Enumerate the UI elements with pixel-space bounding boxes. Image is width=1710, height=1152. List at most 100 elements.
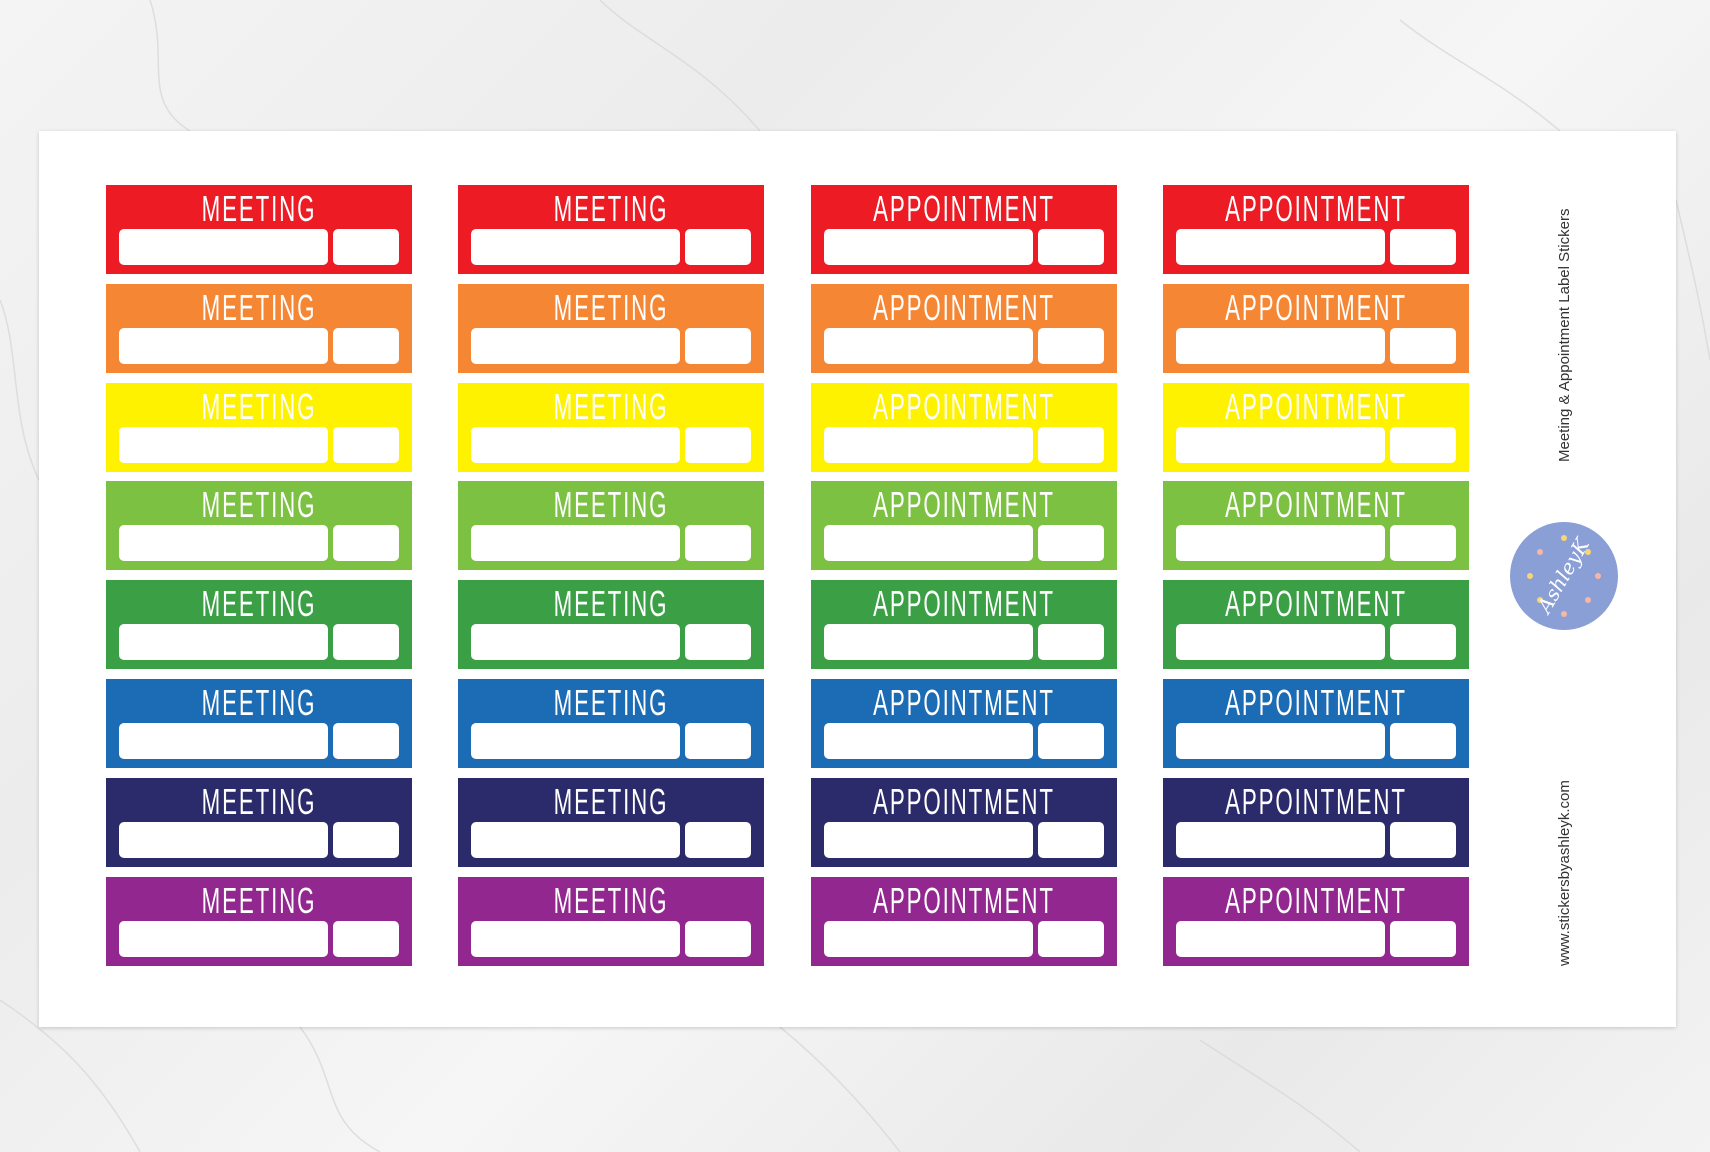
sticker-label: MEETING <box>553 583 669 625</box>
time-box <box>1038 920 1104 957</box>
label-sticker: MEETING <box>458 777 764 867</box>
write-in-box <box>119 229 328 265</box>
write-in-box <box>824 525 1033 562</box>
sticker-label: MEETING <box>201 385 317 427</box>
label-sticker: APPOINTMENT <box>811 777 1117 867</box>
write-in-box <box>471 229 680 265</box>
time-box <box>685 229 751 265</box>
label-sticker: MEETING <box>106 580 412 670</box>
website-url: www.stickersbyashleyk.com <box>1556 780 1573 966</box>
time-box <box>333 426 399 463</box>
sticker-label: MEETING <box>201 583 317 625</box>
sticker-label: MEETING <box>553 286 669 328</box>
time-box <box>685 920 751 957</box>
sticker-label: APPOINTMENT <box>873 879 1055 921</box>
time-box <box>333 525 399 562</box>
label-sticker: MEETING <box>106 185 412 274</box>
time-box <box>1390 821 1456 858</box>
label-sticker: APPOINTMENT <box>1163 580 1469 670</box>
time-box <box>685 327 751 364</box>
time-box <box>1038 327 1104 364</box>
time-box <box>333 920 399 957</box>
label-sticker: APPOINTMENT <box>811 876 1117 966</box>
logo-hearts-icon: AshleyK <box>1527 533 1601 619</box>
label-sticker: APPOINTMENT <box>1163 283 1469 373</box>
write-in-box <box>824 920 1033 957</box>
time-box <box>1390 327 1456 364</box>
time-box <box>1038 229 1104 265</box>
sticker-label: MEETING <box>201 879 317 921</box>
write-in-box <box>1176 525 1385 562</box>
label-sticker: MEETING <box>106 777 412 867</box>
label-sticker: APPOINTMENT <box>1163 876 1469 966</box>
sticker-label: MEETING <box>553 682 669 723</box>
write-in-box <box>1176 723 1385 759</box>
label-sticker: MEETING <box>106 679 412 768</box>
sticker-label: APPOINTMENT <box>873 286 1055 328</box>
write-in-box <box>119 525 328 562</box>
sticker-label: APPOINTMENT <box>873 682 1055 723</box>
write-in-box <box>824 723 1033 759</box>
sticker-label: APPOINTMENT <box>873 583 1055 625</box>
write-in-box <box>119 723 328 759</box>
time-box <box>1038 821 1104 858</box>
time-box <box>685 723 751 759</box>
write-in-box <box>1176 327 1385 364</box>
write-in-box <box>1176 821 1385 858</box>
time-box <box>333 723 399 759</box>
label-sticker: APPOINTMENT <box>811 382 1117 472</box>
label-sticker: APPOINTMENT <box>811 481 1117 571</box>
label-sticker: APPOINTMENT <box>811 580 1117 670</box>
time-box <box>1038 624 1104 661</box>
label-sticker: APPOINTMENT <box>1163 777 1469 867</box>
sticker-label: APPOINTMENT <box>873 780 1055 822</box>
label-sticker: MEETING <box>106 481 412 571</box>
time-box <box>685 821 751 858</box>
sticker-label: MEETING <box>201 286 317 328</box>
write-in-box <box>471 426 680 463</box>
write-in-box <box>824 426 1033 463</box>
label-sticker: MEETING <box>458 283 764 373</box>
write-in-box <box>824 624 1033 661</box>
sticker-label: APPOINTMENT <box>1225 780 1407 822</box>
label-sticker: MEETING <box>106 876 412 966</box>
write-in-box <box>824 229 1033 265</box>
time-box <box>1038 525 1104 562</box>
time-box <box>685 426 751 463</box>
sticker-label: APPOINTMENT <box>1225 583 1407 625</box>
sticker-label: APPOINTMENT <box>873 484 1055 526</box>
write-in-box <box>824 327 1033 364</box>
label-sticker: APPOINTMENT <box>811 679 1117 768</box>
time-box <box>333 229 399 265</box>
sticker-label: MEETING <box>553 780 669 822</box>
time-box <box>333 624 399 661</box>
time-box <box>1390 525 1456 562</box>
sticker-label: APPOINTMENT <box>873 385 1055 427</box>
time-box <box>685 624 751 661</box>
sticker-label: MEETING <box>201 188 317 229</box>
sticker-label: APPOINTMENT <box>1225 879 1407 921</box>
write-in-box <box>471 821 680 858</box>
time-box <box>1390 920 1456 957</box>
sticker-label: MEETING <box>553 484 669 526</box>
sheet-title: Meeting & Appointment Label Stickers <box>1556 208 1573 462</box>
write-in-box <box>1176 229 1385 265</box>
write-in-box <box>471 525 680 562</box>
sticker-label: MEETING <box>201 682 317 723</box>
time-box <box>1038 426 1104 463</box>
write-in-box <box>471 723 680 759</box>
label-sticker: MEETING <box>458 580 764 670</box>
brand-logo: AshleyK <box>1510 522 1618 630</box>
sticker-label: MEETING <box>553 188 669 229</box>
label-sticker: MEETING <box>458 679 764 768</box>
time-box <box>333 327 399 364</box>
write-in-box <box>1176 624 1385 661</box>
write-in-box <box>119 624 328 661</box>
label-sticker: MEETING <box>458 481 764 571</box>
label-sticker: MEETING <box>458 382 764 472</box>
sticker-label: MEETING <box>553 879 669 921</box>
time-box <box>1390 723 1456 759</box>
sticker-label: MEETING <box>553 385 669 427</box>
write-in-box <box>119 327 328 364</box>
sticker-label: APPOINTMENT <box>873 188 1055 229</box>
